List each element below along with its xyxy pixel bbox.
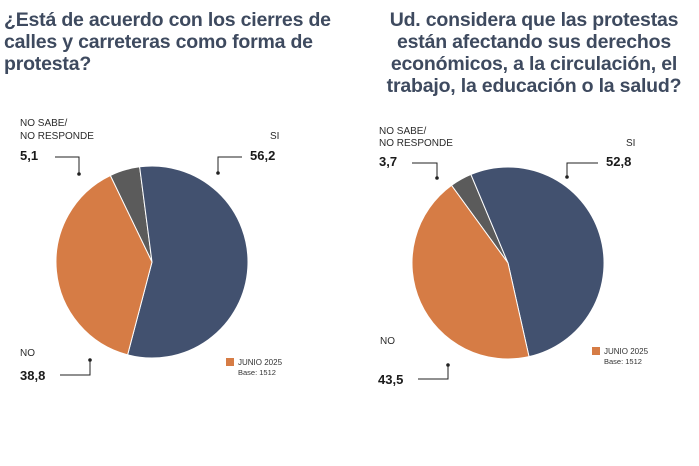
- pie-chart: NO SABE/ NO RESPONDE 5,1 SI 56,2 NO 38,8…: [20, 118, 283, 383]
- leader-dot-si: [216, 171, 220, 175]
- chart-title: Ud. considera que las protestas están af…: [386, 9, 682, 97]
- legend-label: JUNIO 2025: [604, 347, 649, 356]
- chart-title: ¿Está de acuerdo con los cierres de call…: [4, 9, 331, 75]
- label-no: NO: [20, 348, 35, 359]
- pie-slice-no: [55, 174, 153, 356]
- legend-base: Base: 1512: [238, 368, 276, 377]
- leader-dot-no: [446, 363, 450, 367]
- label-si: SI: [270, 131, 279, 142]
- leader-line-nosabe: [412, 162, 438, 177]
- leader-dot-nosabe: [435, 176, 439, 180]
- pie-slices: [411, 166, 605, 360]
- leader-line-si: [217, 156, 242, 172]
- label-nosabe-line2: NO RESPONDE: [20, 131, 94, 142]
- leader-line-no: [60, 361, 91, 376]
- pie-slice-si: [470, 166, 605, 358]
- chart-panel-left: ¿Está de acuerdo con los cierres de call…: [4, 9, 331, 383]
- legend-swatch: [592, 347, 600, 355]
- chart-panel-right: Ud. considera que las protestas están af…: [350, 0, 699, 466]
- legend-base: Base: 1512: [604, 357, 642, 366]
- leader-dot-nosabe: [77, 172, 81, 176]
- label-nosabe-line1: NO SABE/: [379, 126, 426, 137]
- label-no: NO: [380, 336, 395, 347]
- value-si: 56,2: [250, 148, 275, 163]
- pie-slices: [55, 165, 249, 359]
- leader-dot-si: [565, 175, 569, 179]
- label-si: SI: [626, 138, 635, 149]
- value-si: 52,8: [606, 154, 631, 169]
- leader-line-no: [418, 366, 449, 380]
- leader-dot-no: [88, 358, 92, 362]
- value-nosabe: 5,1: [20, 148, 38, 163]
- value-nosabe: 3,7: [379, 154, 397, 169]
- leader-line-si: [566, 162, 598, 176]
- legend-label: JUNIO 2025: [238, 358, 283, 367]
- value-no: 43,5: [378, 372, 403, 387]
- pie-chart: NO SABE/ NO RESPONDE 3,7 SI 52,8 NO 43,5…: [378, 126, 649, 387]
- legend-swatch: [226, 358, 234, 366]
- pie-slice-si: [126, 165, 249, 359]
- pie-slice-no: [411, 184, 530, 360]
- value-no: 38,8: [20, 368, 45, 383]
- leader-line-nosabe: [55, 156, 80, 173]
- label-nosabe-line1: NO SABE/: [20, 118, 67, 129]
- label-nosabe-line2: NO RESPONDE: [379, 138, 453, 149]
